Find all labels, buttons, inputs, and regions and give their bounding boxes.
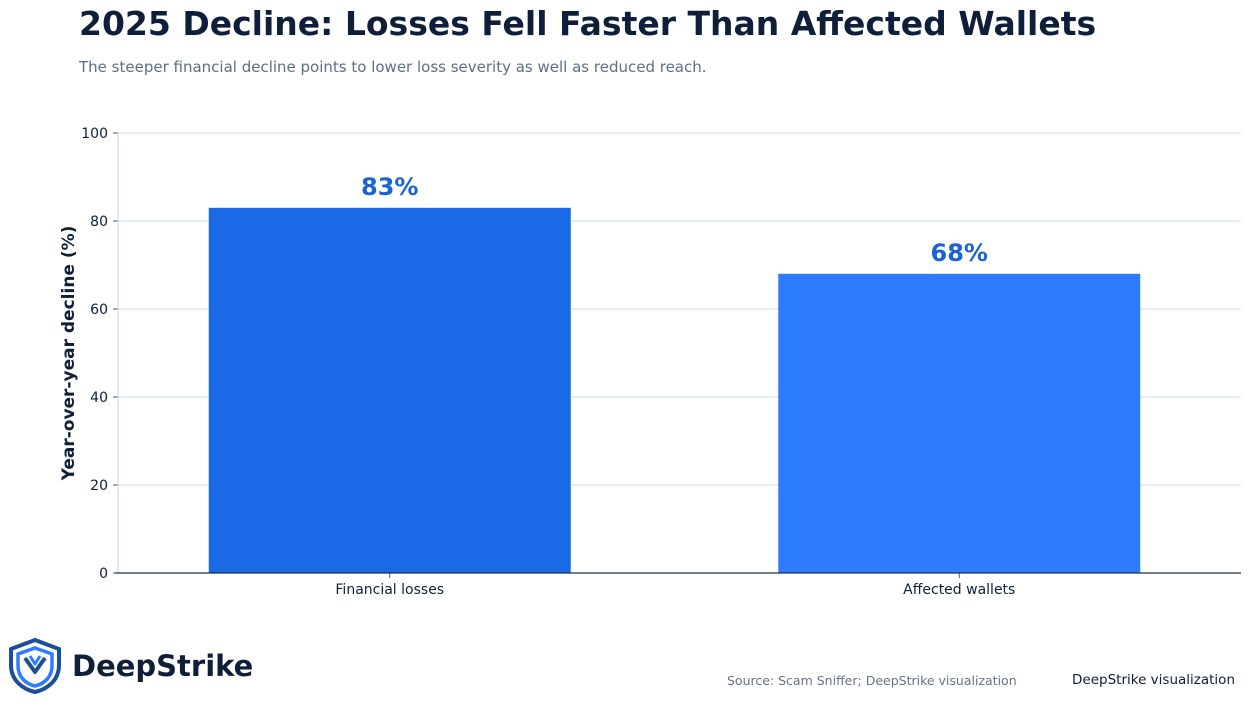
bars <box>208 207 1141 574</box>
source-note: Source: Scam Sniffer; DeepStrike visuali… <box>727 673 1017 688</box>
data-label: 83% <box>361 173 418 201</box>
credit-note: DeepStrike visualization <box>1072 672 1235 688</box>
bar-chart: 0 20 40 60 80 100 Financial losses Affected wal… <box>59 126 1241 598</box>
bar <box>208 207 571 574</box>
y-tick-label: 80 <box>90 214 108 230</box>
data-labels: 83% 68% <box>361 173 988 267</box>
y-tick-label: 0 <box>99 566 108 582</box>
shield-icon <box>9 638 61 694</box>
bar <box>778 273 1141 573</box>
y-tick-label: 40 <box>90 390 108 406</box>
x-tick-label: Affected wallets <box>903 582 1015 598</box>
data-label: 68% <box>931 239 988 267</box>
chart-title: 2025 Decline: Losses Fell Faster Than Af… <box>79 4 1097 43</box>
y-tick-label: 20 <box>90 478 108 494</box>
logo-text: DeepStrike <box>72 649 254 683</box>
y-axis-label: Year-over-year decline (%) <box>59 226 79 482</box>
y-tick-label: 60 <box>90 302 108 318</box>
deepstrike-logo: DeepStrike <box>8 638 253 694</box>
chart-subtitle: The steeper financial decline points to … <box>79 58 707 76</box>
y-tick-label: 100 <box>81 126 108 142</box>
axes: 0 20 40 60 80 100 Financial losses Affected wal… <box>81 126 1241 598</box>
x-tick-label: Financial losses <box>335 582 444 598</box>
